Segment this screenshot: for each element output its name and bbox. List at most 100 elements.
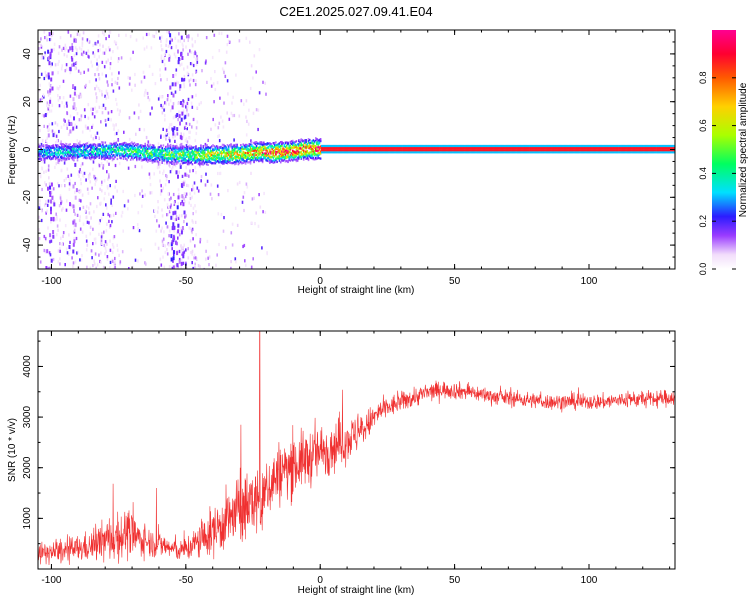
noise-speckle [194,51,197,56]
ridge-cell [40,150,42,153]
ridge-cell [374,144,376,148]
noise-speckle [178,110,180,114]
noise-streak [52,234,55,239]
noise-speckle [60,201,62,206]
ridge-cell [52,152,55,155]
ridge-cell [623,147,625,150]
noise-speckle [172,149,174,153]
ridge-cell [99,150,102,153]
ridge-cell [419,147,421,150]
ridge-cell [456,151,459,154]
ridge-cell [352,147,355,150]
noise-speckle [189,62,192,66]
ridge-cell [329,147,332,150]
ridge-cell [247,157,249,160]
ridge-cell [475,151,478,154]
noise-speckle [186,35,188,39]
noise-speckle [100,260,102,264]
ridge-cell [207,158,209,161]
ridge-cell [599,149,601,152]
ridge-cell [266,142,269,145]
noise-speckle [90,134,92,138]
ridge-cell [519,151,521,154]
ridge-cell [273,151,276,154]
ridge-cell [248,150,251,153]
ridge-cell [103,151,105,154]
ridge-cell [53,146,56,149]
ridge-cell [357,147,359,150]
noise-speckle [134,258,137,262]
ridge-cell [494,144,496,148]
ridge-cell [267,142,270,145]
ridge-cell [502,149,504,152]
ridge-cell [184,151,186,155]
noise-speckle [98,164,101,168]
noise-speckle [170,91,173,95]
ridge-cell [312,153,315,156]
ridge-cell [233,156,236,159]
ridge-cell [316,142,318,145]
ridge-cell [405,147,408,150]
ridge-cell [327,151,329,154]
ridge-cell [579,147,582,150]
noise-speckle [168,31,170,35]
noise-speckle [234,206,237,210]
noise-speckle [116,46,119,50]
ridge-cell [363,149,365,152]
ridge-cell [54,152,57,155]
noise-speckle [138,127,141,132]
ridge-cell [65,145,68,148]
ridge-cell [658,147,661,150]
ridge-cell [371,147,374,150]
ridge-cell [310,151,312,154]
ridge-cell [523,151,525,154]
ridge-cell [287,160,289,164]
noise-speckle [64,263,66,267]
ridge-cell [230,155,232,158]
ridge-cell [183,157,185,160]
ridge-cell [376,149,379,152]
ridge-cell [111,154,114,158]
ridge-cell [225,151,228,155]
noise-speckle [39,172,42,176]
noise-speckle [65,123,68,127]
ridge-cell [123,151,126,154]
noise-speckle [185,166,187,170]
ridge-cell [82,145,85,149]
ridge-cell [422,151,425,154]
ridge-cell [154,148,156,151]
ridge-cell [613,149,616,152]
ridge-cell [45,149,47,152]
noise-speckle [168,126,170,130]
ridge-cell [174,160,177,163]
ridge-cell [444,147,446,150]
noise-speckle [63,161,66,165]
ridge-cell [364,147,367,150]
ridge-cell [110,152,113,155]
ridge-cell [523,147,525,150]
ridge-cell [224,145,226,148]
ridge-cell [74,153,76,156]
noise-speckle [60,125,63,129]
ridge-cell [264,155,266,158]
ridge-cell [359,144,362,148]
ridge-cell [431,151,433,154]
ridge-cell [319,140,322,143]
ridge-cell [88,157,91,160]
ridge-cell [561,149,564,152]
ridge-cell [584,147,587,150]
noise-speckle [180,258,183,263]
ridge-cell [669,149,671,152]
ridge-cell [546,149,548,152]
ridge-cell [246,152,248,155]
ridge-cell [173,154,176,157]
ridge-cell [308,144,311,147]
ridge-cell [304,156,306,159]
noise-streak [174,210,177,215]
ridge-cell [302,156,305,159]
noise-speckle [88,211,91,215]
ridge-cell [554,147,557,150]
ridge-cell [208,160,211,163]
noise-speckle [56,217,58,221]
ridge-cell [324,144,327,148]
